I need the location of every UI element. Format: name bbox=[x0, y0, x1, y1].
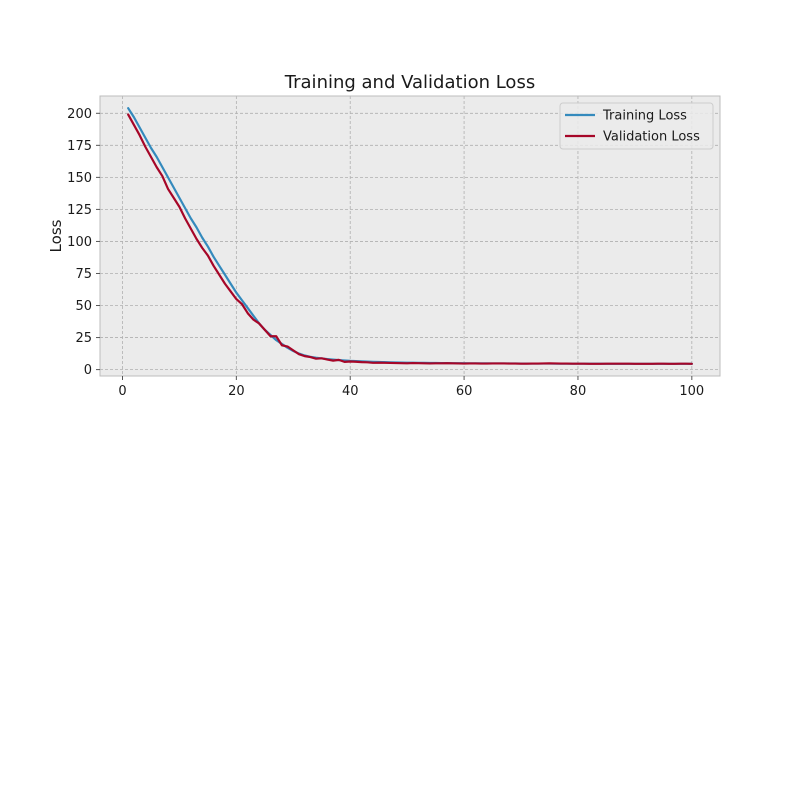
legend-box bbox=[559, 102, 714, 150]
y-tick-label: 175 bbox=[67, 139, 92, 154]
y-tick-label: 50 bbox=[75, 299, 92, 314]
legend-label: Validation Loss bbox=[603, 130, 700, 145]
y-tick-label: 0 bbox=[84, 363, 92, 378]
chart-title: Training and Validation Loss bbox=[284, 72, 535, 93]
x-tick-label: 20 bbox=[228, 384, 245, 399]
axes-frame bbox=[99, 95, 721, 377]
y-tick-label: 200 bbox=[67, 107, 92, 122]
plot-area: 0 20 40 60 80 100 0 25 50 75 100 125 150 175 200 Loss Tr… bbox=[47, 72, 721, 399]
y-tick-label: 100 bbox=[67, 235, 92, 250]
x-tick-label: 80 bbox=[570, 384, 587, 399]
y-tick-label: 25 bbox=[75, 331, 92, 346]
x-tick-label: 0 bbox=[118, 384, 126, 399]
series-line-validation-loss bbox=[127, 113, 693, 365]
y-axis-label: Loss bbox=[47, 219, 65, 252]
y-tick-label: 75 bbox=[75, 267, 92, 282]
x-tick-label: 60 bbox=[456, 384, 473, 399]
x-tick-label: 100 bbox=[679, 384, 704, 399]
y-tick-label: 125 bbox=[67, 203, 92, 218]
x-tick-label: 40 bbox=[342, 384, 359, 399]
legend-label: Training Loss bbox=[602, 109, 687, 124]
y-tick-label: 150 bbox=[67, 171, 92, 186]
